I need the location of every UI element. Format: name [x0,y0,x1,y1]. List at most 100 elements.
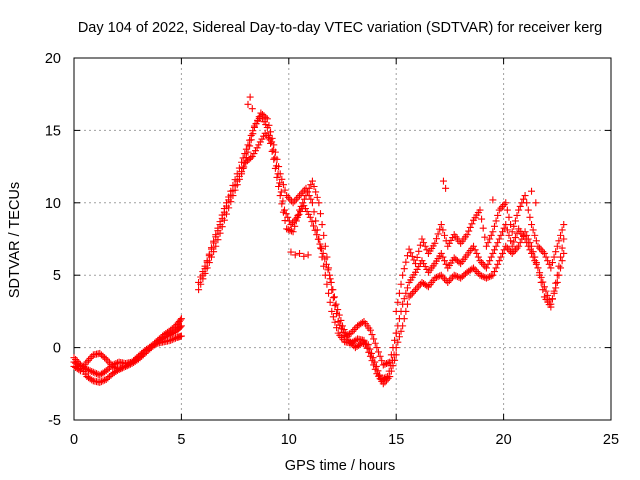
data-point [248,152,256,160]
data-point [402,307,410,315]
data-point [490,246,498,254]
data-point [253,144,261,152]
data-point [413,265,421,273]
data-point [168,336,176,344]
data-point [376,352,384,360]
data-point [328,307,336,315]
data-points [70,93,568,388]
data-point [463,231,471,239]
data-point [86,367,94,375]
data-point [548,259,556,267]
data-point [478,215,486,223]
data-point [539,248,547,256]
data-point [510,248,518,256]
data-point [340,326,348,333]
data-point [515,206,523,214]
y-tick-label: 0 [53,341,61,357]
data-point [378,357,386,365]
data-point [308,218,316,226]
data-point [247,154,255,162]
data-point [403,300,411,308]
data-point [434,230,442,238]
data-point [342,329,350,337]
data-point [216,221,224,229]
data-point [327,278,335,286]
grid-lines [74,58,611,420]
data-point [91,369,99,377]
data-point [420,239,428,247]
data-point [560,221,568,229]
data-point [372,362,380,370]
y-tick-label: 10 [45,196,61,212]
data-point [97,378,105,386]
data-point [139,351,147,359]
data-point [513,211,521,219]
x-axis-label: GPS time / hours [285,458,395,474]
data-point [102,375,110,383]
data-point [339,322,346,330]
data-point [311,226,319,234]
data-point [505,213,513,221]
data-point [529,226,537,234]
data-point [243,157,251,165]
data-point [112,364,120,372]
axis-ticks: 0 5 10 15 20 25 -5 0 5 10 15 20 [45,51,619,448]
data-point [553,271,561,279]
data-point [437,249,445,257]
data-point [220,208,228,216]
data-point [397,327,405,335]
data-point [526,239,534,247]
data-point [537,278,545,286]
data-point [300,195,308,203]
data-point [395,289,403,297]
data-point [558,257,566,265]
data-point [268,147,276,155]
data-point [99,352,107,360]
data-point [407,249,415,257]
data-point [460,271,468,279]
data-point [244,100,252,108]
data-point [233,177,241,185]
data-point [104,365,112,373]
data-point [301,205,309,213]
data-point [455,273,463,281]
x-tick-label: 0 [70,432,78,448]
data-point [432,235,440,243]
data-point [381,360,389,368]
data-point [170,335,178,343]
data-point [99,377,107,385]
data-point [436,272,444,280]
data-point [392,329,400,337]
data-point [552,279,560,287]
data-point [278,175,286,183]
data-point [560,249,568,257]
data-point [532,237,540,245]
data-point [415,263,423,271]
data-point [441,257,449,265]
data-point [400,265,408,273]
data-point [283,225,291,233]
data-point [412,260,420,268]
data-point [160,333,168,341]
data-point [399,271,407,279]
data-point [452,272,460,280]
data-point [528,249,536,257]
data-point [308,177,316,185]
data-point [272,162,280,170]
data-point [531,253,539,261]
data-point [518,235,526,243]
data-point [450,271,458,279]
chart-title: Day 104 of 2022, Sidereal Day-to-day VTE… [78,20,602,36]
data-point [489,228,497,236]
data-point [370,335,378,343]
data-point [524,235,532,243]
data-point [532,259,540,267]
data-point [395,333,403,341]
data-point [484,239,492,247]
data-point [252,147,260,155]
data-point [528,242,536,250]
x-tick-label: 15 [388,432,404,448]
data-point [337,316,345,324]
data-point [248,105,256,113]
data-point [326,271,334,279]
